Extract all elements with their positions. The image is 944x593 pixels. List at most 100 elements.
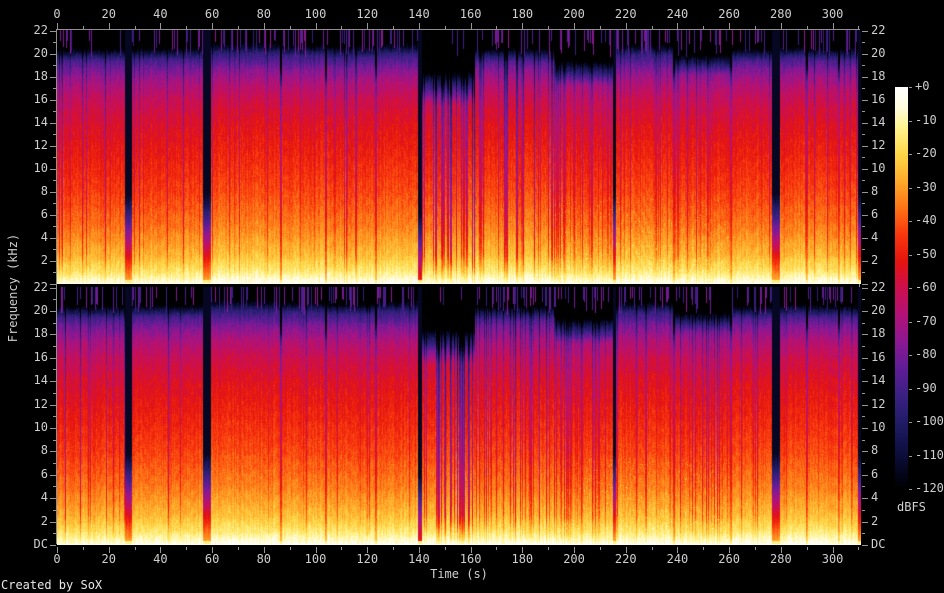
freq-axis-tick bbox=[50, 451, 56, 453]
time-axis-tick bbox=[315, 547, 317, 553]
time-axis-label: 240 bbox=[666, 7, 689, 21]
freq-axis-label: 10 bbox=[33, 160, 48, 175]
time-axis-tick bbox=[548, 26, 550, 29]
time-axis-tick bbox=[651, 547, 653, 550]
freq-axis-tick bbox=[53, 486, 56, 488]
time-axis-tick bbox=[57, 547, 58, 553]
colorbar-tick bbox=[909, 221, 912, 222]
freq-axis-tick bbox=[53, 65, 56, 67]
freq-axis-tick bbox=[50, 545, 56, 546]
freq-axis-tick bbox=[53, 134, 56, 136]
time-axis-tick bbox=[496, 547, 498, 550]
freq-axis-tick bbox=[53, 203, 56, 205]
colorbar-tick-label: -110 bbox=[915, 447, 944, 462]
freq-axis-tick bbox=[50, 357, 56, 359]
colorbar-tick-label: -70 bbox=[915, 313, 937, 328]
freq-axis-tick bbox=[53, 157, 56, 159]
freq-axis-tick bbox=[862, 463, 865, 465]
freq-axis-tick bbox=[862, 498, 868, 500]
time-axis-tick bbox=[729, 547, 731, 553]
time-axis-label: 220 bbox=[614, 552, 637, 566]
time-axis-label: 40 bbox=[153, 552, 168, 566]
colorbar-tick-label: -100 bbox=[915, 414, 944, 428]
time-axis-tick bbox=[574, 23, 576, 29]
freq-axis-tick bbox=[862, 533, 865, 535]
freq-axis-tick bbox=[862, 287, 868, 289]
freq-axis-label: 20 bbox=[33, 302, 48, 317]
freq-axis-tick bbox=[862, 237, 868, 239]
colorbar-tick bbox=[909, 87, 912, 88]
time-axis-tick bbox=[755, 547, 756, 550]
freq-axis-label: 4 bbox=[871, 229, 879, 244]
time-axis-tick bbox=[703, 547, 705, 550]
time-axis-tick bbox=[134, 26, 136, 29]
freq-axis-label: 8 bbox=[40, 443, 48, 458]
time-axis-label: 200 bbox=[563, 7, 585, 21]
time-axis-label: 120 bbox=[356, 552, 379, 566]
freq-axis-label: 14 bbox=[33, 373, 48, 388]
time-axis-tick bbox=[160, 23, 162, 29]
colorbar-tick bbox=[909, 288, 912, 289]
time-axis-label: 20 bbox=[101, 7, 116, 21]
freq-axis-label: 2 bbox=[40, 252, 48, 267]
freq-axis-tick bbox=[50, 30, 56, 32]
freq-axis-tick bbox=[862, 203, 865, 205]
freq-axis-tick bbox=[862, 157, 865, 159]
freq-axis-label: 16 bbox=[33, 91, 48, 106]
colorbar-tick bbox=[909, 388, 912, 390]
time-axis-tick bbox=[134, 547, 136, 550]
colorbar-tick bbox=[909, 422, 912, 423]
time-axis-tick bbox=[57, 23, 58, 29]
freq-axis-tick bbox=[862, 122, 868, 124]
freq-axis-tick bbox=[862, 249, 865, 251]
freq-axis-tick bbox=[50, 284, 56, 285]
freq-axis-tick bbox=[862, 427, 868, 429]
freq-axis-tick bbox=[862, 310, 868, 312]
time-axis-label: 120 bbox=[356, 7, 379, 21]
freq-axis-tick bbox=[862, 191, 868, 193]
freq-axis-tick bbox=[862, 42, 865, 44]
freq-axis-tick bbox=[50, 168, 56, 170]
freq-axis-tick bbox=[53, 369, 56, 371]
time-axis-tick bbox=[858, 26, 860, 29]
time-axis-label: 140 bbox=[408, 7, 430, 21]
freq-axis-tick bbox=[53, 88, 56, 90]
freq-axis-tick bbox=[862, 416, 865, 418]
freq-axis-label: DC bbox=[871, 537, 886, 551]
colorbar-tick bbox=[909, 254, 912, 256]
freq-axis-tick bbox=[862, 346, 865, 348]
time-axis-tick bbox=[806, 547, 808, 550]
freq-axis-label: 2 bbox=[871, 252, 879, 267]
colorbar-tick bbox=[909, 355, 912, 356]
freq-axis-tick bbox=[862, 53, 868, 55]
time-axis-tick bbox=[393, 547, 395, 550]
freq-axis-tick bbox=[50, 521, 56, 523]
freq-axis-tick bbox=[53, 533, 56, 535]
freq-axis-label: 4 bbox=[40, 490, 48, 505]
time-axis-tick bbox=[832, 23, 834, 29]
time-axis-tick bbox=[82, 547, 84, 550]
freq-axis-label: 8 bbox=[871, 183, 879, 198]
colorbar-tick-label: -40 bbox=[915, 213, 937, 227]
freq-axis-tick bbox=[862, 381, 868, 383]
time-axis-tick bbox=[729, 23, 731, 29]
freq-axis-tick bbox=[53, 439, 56, 441]
time-axis-tick bbox=[858, 547, 860, 550]
freq-axis-tick bbox=[50, 498, 56, 500]
freq-axis-tick bbox=[53, 272, 56, 274]
freq-axis-tick bbox=[50, 214, 56, 216]
time-axis-tick bbox=[677, 547, 679, 553]
time-axis-tick bbox=[470, 547, 472, 553]
freq-axis-tick bbox=[862, 214, 868, 216]
freq-axis-label: 18 bbox=[33, 68, 48, 83]
freq-axis-tick bbox=[50, 427, 56, 429]
freq-axis-label: 18 bbox=[33, 326, 48, 341]
time-axis-tick bbox=[108, 547, 110, 553]
freq-axis-tick bbox=[50, 122, 56, 124]
freq-axis-label: 12 bbox=[33, 396, 48, 411]
freq-axis-label: 4 bbox=[871, 490, 879, 505]
freq-axis-tick bbox=[862, 226, 865, 228]
time-axis-tick bbox=[548, 547, 550, 550]
time-axis-tick bbox=[574, 547, 576, 553]
freq-axis-label: 10 bbox=[871, 160, 886, 175]
